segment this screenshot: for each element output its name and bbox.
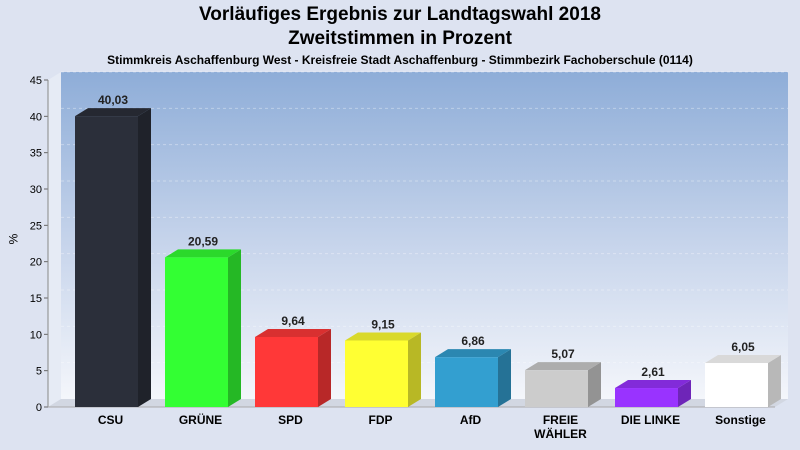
bar: [705, 363, 768, 407]
bar-side: [138, 108, 151, 408]
x-tick-label: FREIE: [543, 413, 578, 427]
bar: [345, 340, 408, 407]
bar-top: [435, 349, 511, 358]
bar-top: [75, 108, 151, 117]
data-label: 9,15: [371, 318, 395, 332]
plot-left-wall: [48, 72, 61, 407]
bar-side: [678, 380, 691, 407]
data-label: 20,59: [188, 234, 218, 248]
y-tick-label: 0: [36, 402, 42, 414]
bar: [165, 257, 228, 407]
x-tick-label: CSU: [98, 413, 123, 427]
bar-top: [345, 332, 421, 341]
bar-top: [255, 328, 331, 337]
chart-title: Vorläufiges Ergebnis zur Landtagswahl 20…: [199, 4, 601, 25]
bar: [435, 357, 498, 407]
bar: [615, 388, 678, 407]
y-tick-label: 45: [30, 75, 42, 87]
bar-top: [615, 380, 691, 389]
x-tick-label: WÄHLER: [534, 426, 587, 441]
bar: [75, 116, 138, 408]
data-label: 9,64: [281, 314, 305, 328]
bar: [255, 336, 318, 407]
y-tick-label: 40: [30, 111, 42, 123]
y-tick-label: 10: [30, 329, 42, 341]
x-tick-label: Sonstige: [715, 413, 766, 427]
data-label: 40,03: [98, 93, 128, 107]
bar-side: [498, 349, 511, 407]
x-tick-label: FDP: [369, 413, 393, 427]
y-tick-label: 30: [30, 184, 42, 196]
bar-top: [705, 355, 781, 364]
chart-subtitle-location: Stimmkreis Aschaffenburg West - Kreisfre…: [107, 53, 693, 67]
bar-side: [588, 362, 601, 407]
y-tick-label: 5: [36, 366, 42, 378]
data-label: 5,07: [551, 347, 575, 361]
bar-side: [408, 332, 421, 407]
data-label: 6,05: [731, 340, 755, 354]
y-tick-label: 15: [30, 293, 42, 305]
y-tick-label: 35: [30, 148, 42, 160]
bar-top: [525, 362, 601, 371]
chart-subtitle: Zweitstimmen in Prozent: [288, 28, 512, 49]
bar-side: [318, 328, 331, 407]
data-label: 6,86: [461, 334, 485, 348]
bar-top: [165, 249, 241, 258]
bar-side: [768, 355, 781, 407]
bar-side: [228, 249, 241, 407]
x-tick-label: GRÜNE: [179, 412, 222, 427]
y-tick-label: 25: [30, 220, 42, 232]
y-tick-label: 20: [30, 257, 42, 269]
x-tick-label: SPD: [278, 413, 303, 427]
data-label: 2,61: [641, 365, 665, 379]
x-tick-label: AfD: [460, 413, 482, 427]
bar: [525, 370, 588, 407]
x-tick-label: DIE LINKE: [621, 413, 680, 427]
